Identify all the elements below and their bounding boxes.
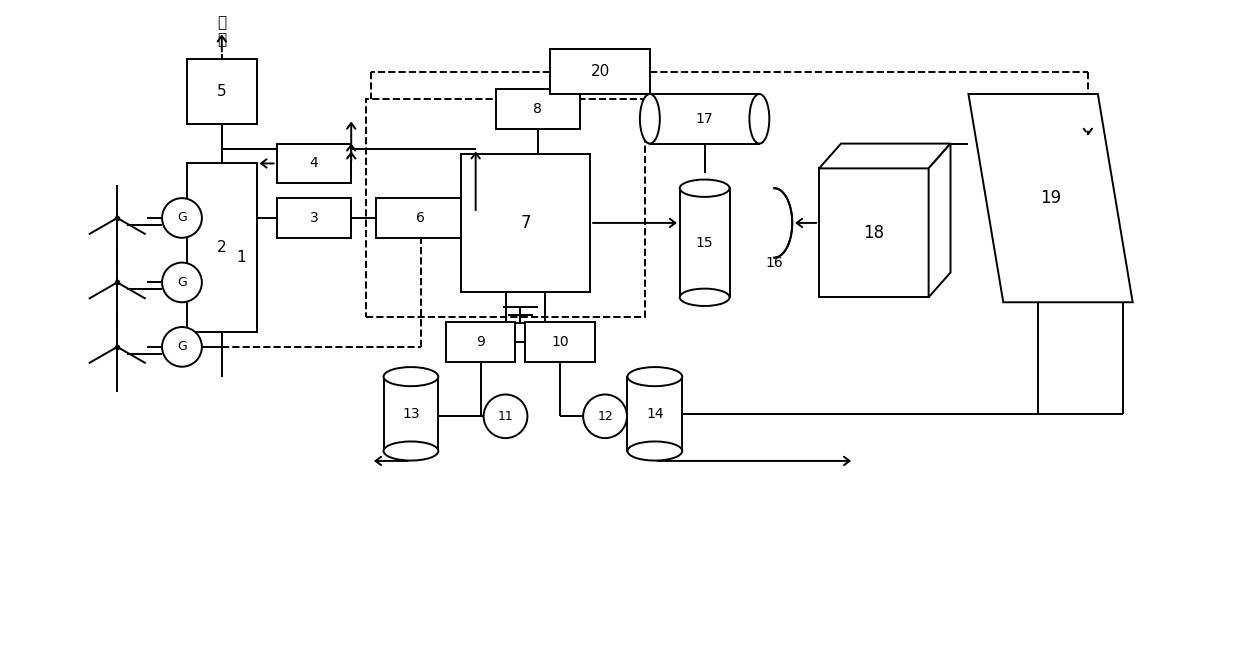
Text: 17: 17 <box>696 112 713 126</box>
Bar <box>446 322 516 362</box>
Text: 2: 2 <box>217 240 227 255</box>
Bar <box>383 377 438 451</box>
Circle shape <box>162 198 202 238</box>
Bar <box>277 143 351 183</box>
Text: 18: 18 <box>863 224 884 242</box>
Text: 8: 8 <box>533 102 542 116</box>
Ellipse shape <box>627 367 682 386</box>
Bar <box>526 322 595 362</box>
Ellipse shape <box>383 442 438 460</box>
Text: 9: 9 <box>476 335 485 349</box>
Ellipse shape <box>680 179 729 197</box>
Text: 6: 6 <box>417 211 425 225</box>
Ellipse shape <box>383 367 438 386</box>
Text: 10: 10 <box>552 335 569 349</box>
Circle shape <box>484 394 527 438</box>
Ellipse shape <box>680 289 729 306</box>
Text: 15: 15 <box>696 235 713 249</box>
Bar <box>277 198 351 238</box>
Circle shape <box>583 394 627 438</box>
Text: 电
网: 电 网 <box>217 15 227 47</box>
Polygon shape <box>968 94 1132 302</box>
Ellipse shape <box>627 442 682 460</box>
Bar <box>820 168 929 297</box>
Text: 13: 13 <box>402 407 420 421</box>
Polygon shape <box>929 143 951 297</box>
Text: G: G <box>177 276 187 289</box>
Text: 5: 5 <box>217 84 227 99</box>
Ellipse shape <box>640 94 660 143</box>
Text: 16: 16 <box>765 255 784 269</box>
Text: 12: 12 <box>598 410 613 423</box>
Bar <box>496 89 580 129</box>
Polygon shape <box>820 143 951 168</box>
Text: 19: 19 <box>1040 189 1061 207</box>
Bar <box>551 49 650 94</box>
Circle shape <box>162 327 202 367</box>
Text: 4: 4 <box>310 157 319 171</box>
Text: 20: 20 <box>590 64 610 79</box>
Ellipse shape <box>749 94 769 143</box>
Bar <box>366 99 645 317</box>
Text: 14: 14 <box>646 407 663 421</box>
Circle shape <box>162 263 202 302</box>
Bar <box>627 377 682 451</box>
Bar <box>187 59 257 124</box>
Text: 7: 7 <box>520 214 531 232</box>
Text: 3: 3 <box>310 211 319 225</box>
Bar <box>680 188 729 297</box>
Text: 1: 1 <box>237 250 247 265</box>
Text: 11: 11 <box>497 410 513 423</box>
Text: G: G <box>177 211 187 225</box>
Bar <box>461 153 590 292</box>
Text: G: G <box>177 340 187 354</box>
Bar <box>187 163 257 332</box>
Bar <box>376 198 466 238</box>
Bar <box>650 94 759 143</box>
